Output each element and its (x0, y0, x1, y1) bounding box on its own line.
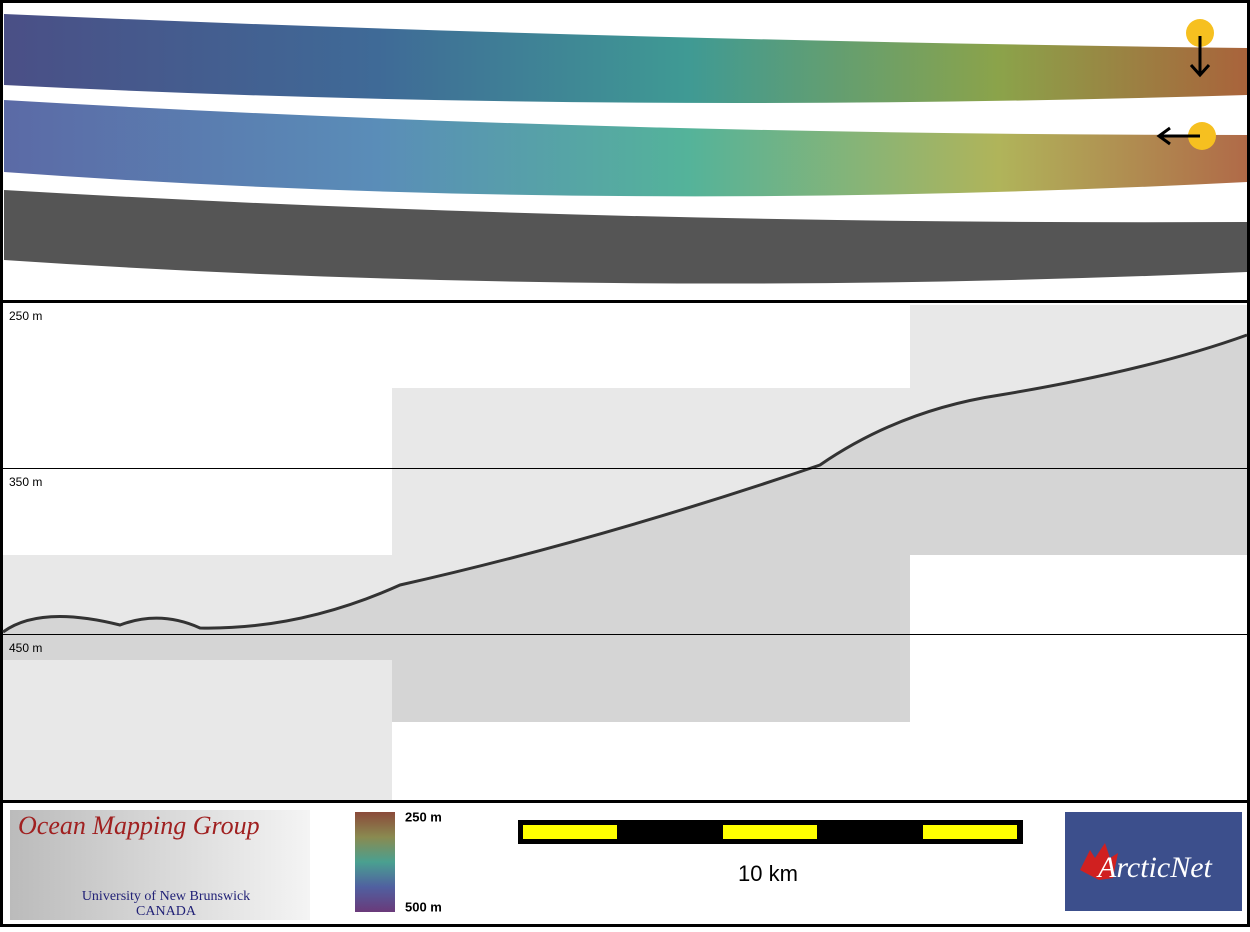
depth-label: 450 m (9, 641, 42, 655)
scalebar-segment (723, 825, 817, 839)
omg-title: Ocean Mapping Group (18, 811, 260, 840)
arrow (1189, 36, 1211, 78)
colorbar-label: 500 m (405, 899, 442, 914)
depth-label: 250 m (9, 309, 42, 323)
omg-line: CANADA (136, 904, 197, 919)
colorbar (355, 812, 395, 912)
echogram-block (3, 555, 392, 800)
scalebar-segment (923, 825, 1017, 839)
sun-icon (1188, 122, 1216, 150)
seafloor-line (2, 333, 1248, 634)
swath-backscatter (4, 190, 1247, 284)
swath-bathymetry (4, 14, 1247, 103)
omg-line: University of New Brunswick (82, 889, 250, 904)
sun-icon (1186, 19, 1214, 47)
omg-logo (10, 810, 310, 920)
depth-label: 350 m (9, 475, 42, 489)
colorbar-label: 250 m (405, 809, 442, 824)
scalebar-label: 10 km (738, 861, 798, 886)
scalebar-segment (523, 825, 617, 839)
seafloor-return (3, 335, 1247, 722)
swath-bathymetry-shaded (4, 100, 1247, 197)
arrow (1156, 126, 1200, 146)
arcticnet-text: ArcticNet (1096, 851, 1213, 884)
maple-leaf (1080, 843, 1118, 880)
